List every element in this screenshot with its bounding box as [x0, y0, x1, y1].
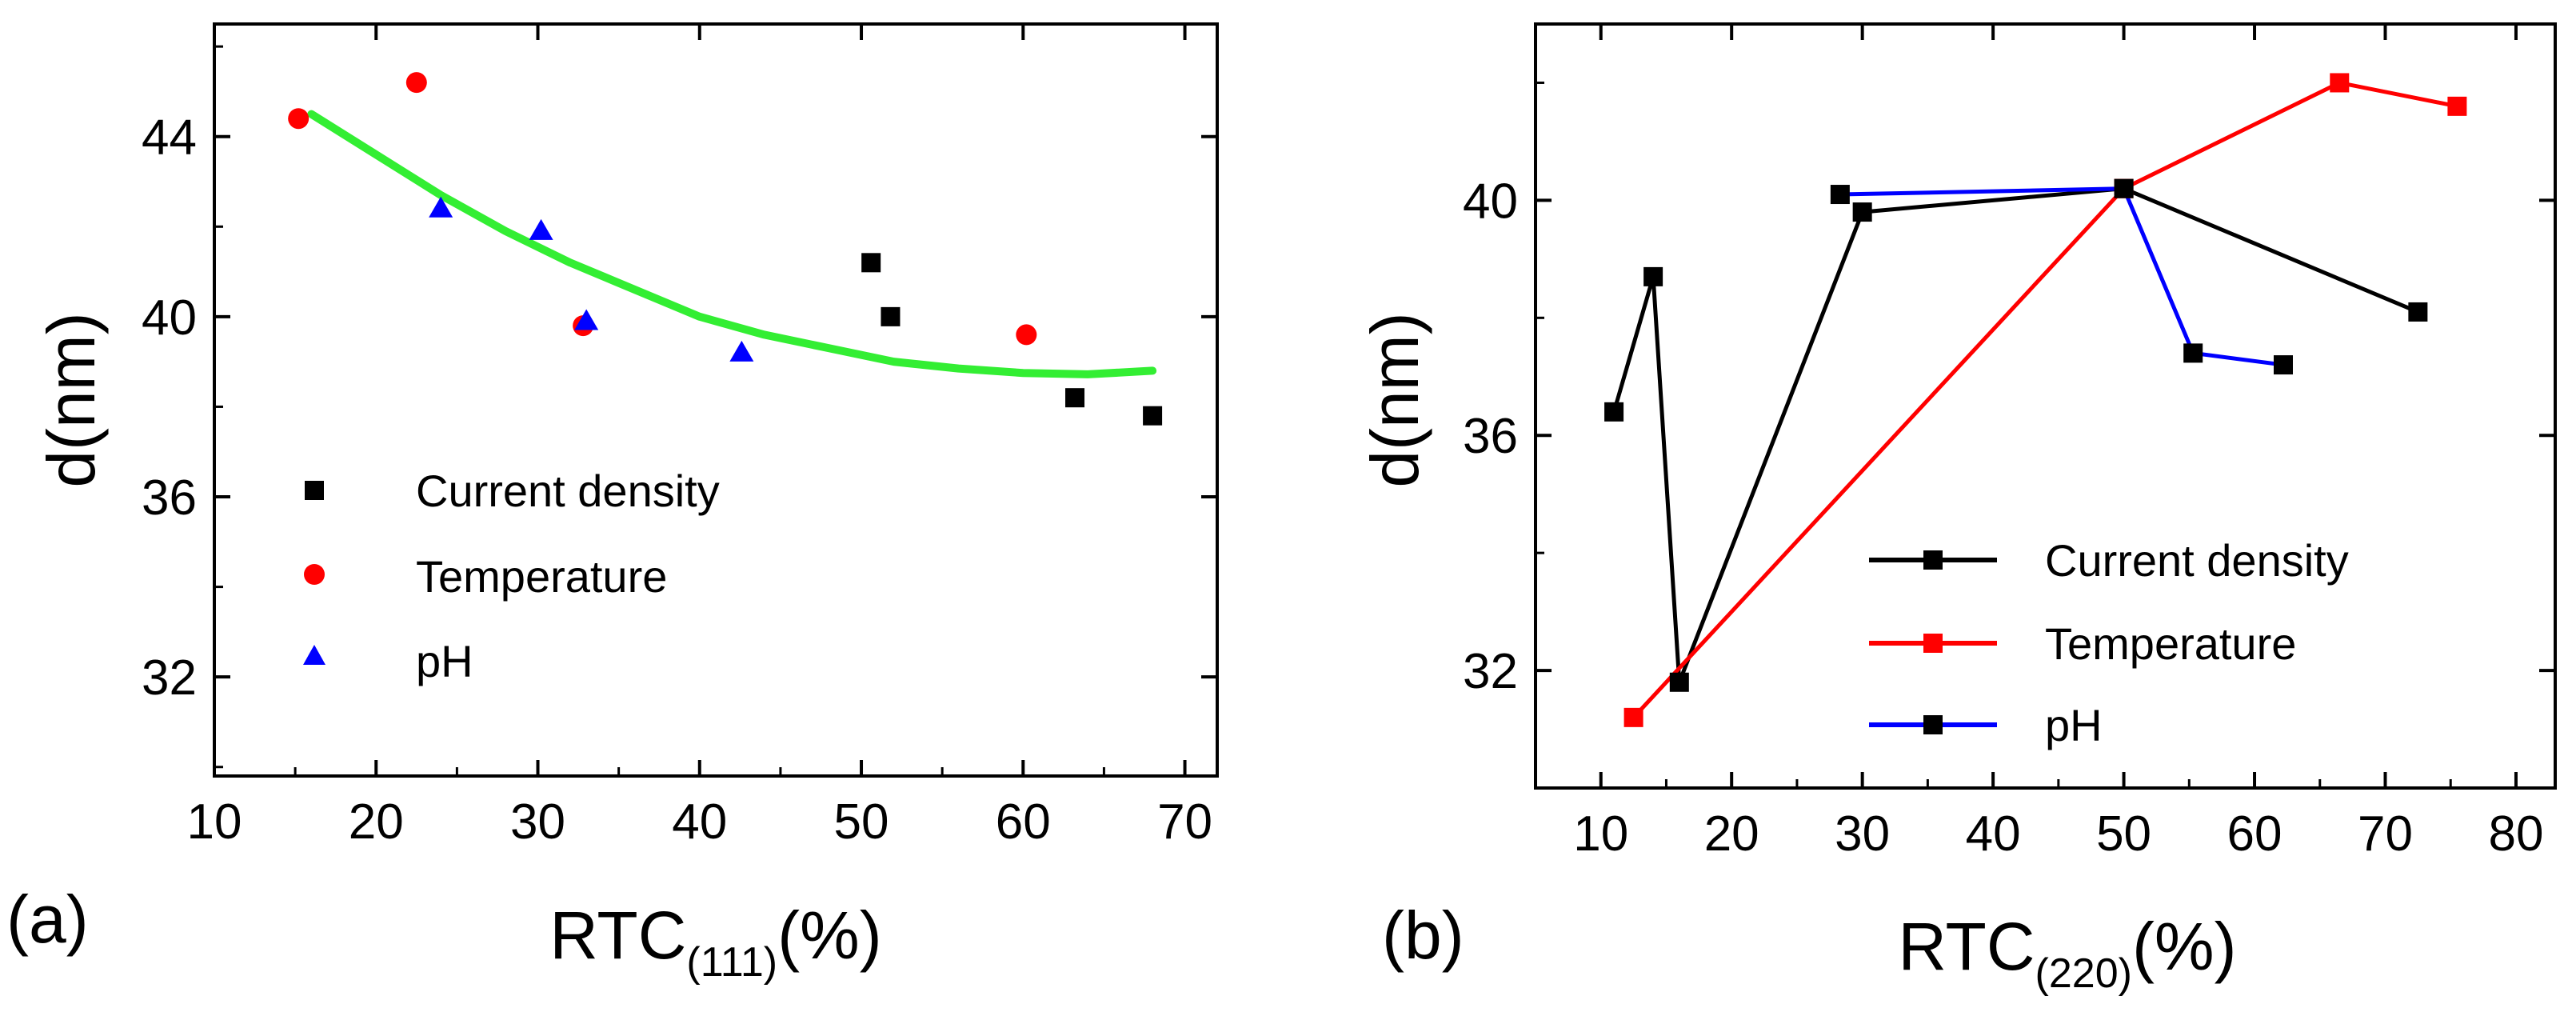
x-tick-label: 70: [1157, 794, 1212, 850]
panel-a-frame: [213, 22, 1219, 778]
x-tick-label: 30: [510, 794, 565, 850]
panel-a-x-axis-label-main: RTC: [549, 898, 686, 973]
panel-a: 10 20 30 40 50 60 70 32 36 40 44 d(nm) RTC(111)(%)…: [6, 22, 1219, 986]
panel-a-plot-area: [288, 72, 1163, 426]
data-point-ph: [429, 196, 453, 218]
panel-a-tag: (a): [6, 882, 89, 957]
data-point-current-density: [2408, 302, 2428, 322]
fit-curve: [307, 110, 1157, 378]
x-tick-label: 30: [1835, 806, 1890, 862]
panel-b-legend: Current density Temperature pH: [1869, 535, 2349, 750]
legend-label-temperature: Temperature: [2045, 618, 2296, 669]
data-point-current-density: [1643, 266, 1663, 286]
data-point-current-density: [1065, 388, 1085, 408]
x-tick-label: 50: [834, 794, 889, 850]
panel-b-ticks: 10 20 30 40 50 60 70 80 32 36 40: [1463, 24, 2555, 862]
x-tick-label: 80: [2488, 806, 2543, 862]
data-point-ph: [1830, 185, 1850, 205]
y-tick-label: 32: [1463, 644, 1518, 699]
y-tick-label: 40: [1463, 174, 1518, 229]
y-tick-label: 36: [1463, 409, 1518, 464]
panel-b-x-axis-label-sub: (220): [2035, 950, 2132, 997]
panel-b-x-axis-label-suffix: (%): [2132, 909, 2237, 984]
panel-b-y-axis-label: d(nm): [1357, 312, 1432, 487]
data-point-current-density: [1852, 202, 1872, 222]
legend-label-ph: pH: [2045, 700, 2103, 750]
legend-marker-current-density: [1923, 550, 1943, 570]
panel-b-x-axis-label: RTC(220)(%): [1898, 909, 2236, 997]
data-point-current-density: [1669, 672, 1689, 692]
panel-b-x-axis-label-main: RTC: [1898, 909, 2035, 984]
x-tick-label: 40: [672, 794, 727, 850]
data-point-ph: [729, 340, 754, 362]
data-point-ph: [2183, 343, 2203, 363]
series-line-current-density: [1611, 186, 2419, 683]
x-tick-label: 20: [349, 794, 404, 850]
panel-b-frame: [1534, 22, 2557, 790]
y-tick-label: 44: [142, 110, 197, 166]
data-point-current-density: [1143, 406, 1163, 426]
data-point-ph: [574, 309, 599, 330]
data-point-current-density: [861, 253, 881, 273]
x-tick-label: 60: [2227, 806, 2282, 862]
x-tick-label: 20: [1704, 806, 1759, 862]
series-line-ph: [1839, 186, 2284, 367]
legend-label-current-density: Current density: [2045, 535, 2349, 586]
y-tick-label: 32: [142, 650, 197, 706]
x-tick-label: 50: [2096, 806, 2151, 862]
panel-b-plot-area: [1604, 73, 2467, 727]
data-point-temperature: [2330, 73, 2350, 93]
x-tick-label: 40: [1966, 806, 2021, 862]
panel-a-x-axis-label-sub: (111): [686, 939, 777, 986]
x-tick-label: 10: [1573, 806, 1628, 862]
x-tick-label: 70: [2358, 806, 2413, 862]
legend-marker-ph: [1923, 715, 1943, 734]
y-tick-label: 36: [142, 470, 197, 526]
y-tick-label: 40: [142, 290, 197, 346]
legend-label-ph: pH: [416, 636, 473, 686]
legend-label-temperature: Temperature: [416, 551, 667, 602]
data-point-ph: [2114, 178, 2134, 198]
panel-a-y-axis-label: d(nm): [34, 312, 109, 487]
panel-b: 10 20 30 40 50 60 70 80 32 36 40 d(nm) RTC(220)(%)…: [1357, 22, 2557, 997]
series-line-temperature: [1631, 80, 2458, 719]
data-point-temperature: [1623, 707, 1643, 727]
panel-a-x-axis-label: RTC(111)(%): [549, 898, 881, 986]
x-tick-label: 10: [187, 794, 242, 850]
data-point-temperature: [1016, 324, 1037, 346]
panel-a-x-axis-label-suffix: (%): [777, 898, 882, 973]
legend-marker-current-density: [305, 481, 324, 500]
data-point-temperature: [405, 72, 427, 94]
data-point-current-density: [1604, 402, 1624, 422]
panel-a-ticks: 10 20 30 40 50 60 70 32 36 40 44: [142, 24, 1217, 850]
legend-label-current-density: Current density: [416, 466, 720, 516]
data-point-temperature: [288, 108, 310, 130]
data-point-current-density: [881, 306, 901, 326]
data-point-ph: [529, 218, 553, 240]
data-point-ph: [2274, 355, 2293, 375]
panel-b-tag: (b): [1382, 898, 1464, 973]
panel-a-legend: Current density Temperature pH: [303, 466, 720, 686]
data-point-temperature: [2447, 96, 2467, 116]
legend-marker-ph: [303, 645, 325, 665]
legend-marker-temperature: [304, 564, 325, 585]
x-tick-label: 60: [996, 794, 1051, 850]
legend-marker-temperature: [1923, 634, 1943, 653]
